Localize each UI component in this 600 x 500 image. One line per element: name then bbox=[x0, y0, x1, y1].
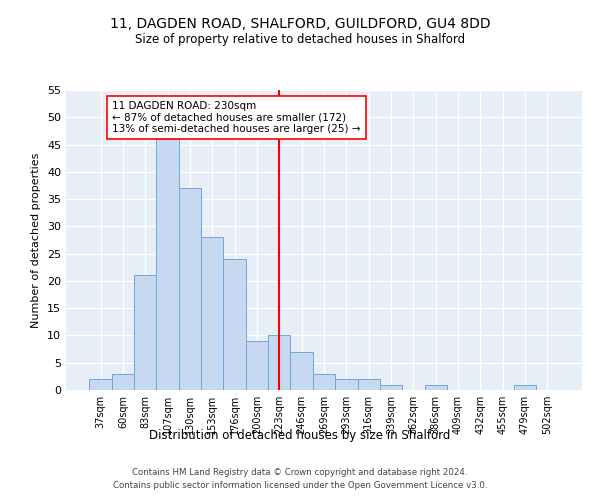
Text: Contains public sector information licensed under the Open Government Licence v3: Contains public sector information licen… bbox=[113, 480, 487, 490]
Bar bbox=[514, 384, 536, 390]
Bar bbox=[112, 374, 134, 390]
Bar bbox=[223, 259, 246, 390]
Bar bbox=[89, 379, 112, 390]
Bar bbox=[380, 384, 402, 390]
Bar bbox=[246, 341, 268, 390]
Bar bbox=[157, 139, 179, 390]
Text: Distribution of detached houses by size in Shalford: Distribution of detached houses by size … bbox=[149, 428, 451, 442]
Bar bbox=[179, 188, 201, 390]
Bar bbox=[268, 336, 290, 390]
Bar bbox=[425, 384, 447, 390]
Text: Contains HM Land Registry data © Crown copyright and database right 2024.: Contains HM Land Registry data © Crown c… bbox=[132, 468, 468, 477]
Bar bbox=[201, 238, 223, 390]
Bar bbox=[313, 374, 335, 390]
Bar bbox=[290, 352, 313, 390]
Text: 11 DAGDEN ROAD: 230sqm
← 87% of detached houses are smaller (172)
13% of semi-de: 11 DAGDEN ROAD: 230sqm ← 87% of detached… bbox=[112, 101, 360, 134]
Text: 11, DAGDEN ROAD, SHALFORD, GUILDFORD, GU4 8DD: 11, DAGDEN ROAD, SHALFORD, GUILDFORD, GU… bbox=[110, 18, 490, 32]
Bar bbox=[358, 379, 380, 390]
Bar bbox=[134, 276, 157, 390]
Text: Size of property relative to detached houses in Shalford: Size of property relative to detached ho… bbox=[135, 32, 465, 46]
Y-axis label: Number of detached properties: Number of detached properties bbox=[31, 152, 41, 328]
Bar bbox=[335, 379, 358, 390]
